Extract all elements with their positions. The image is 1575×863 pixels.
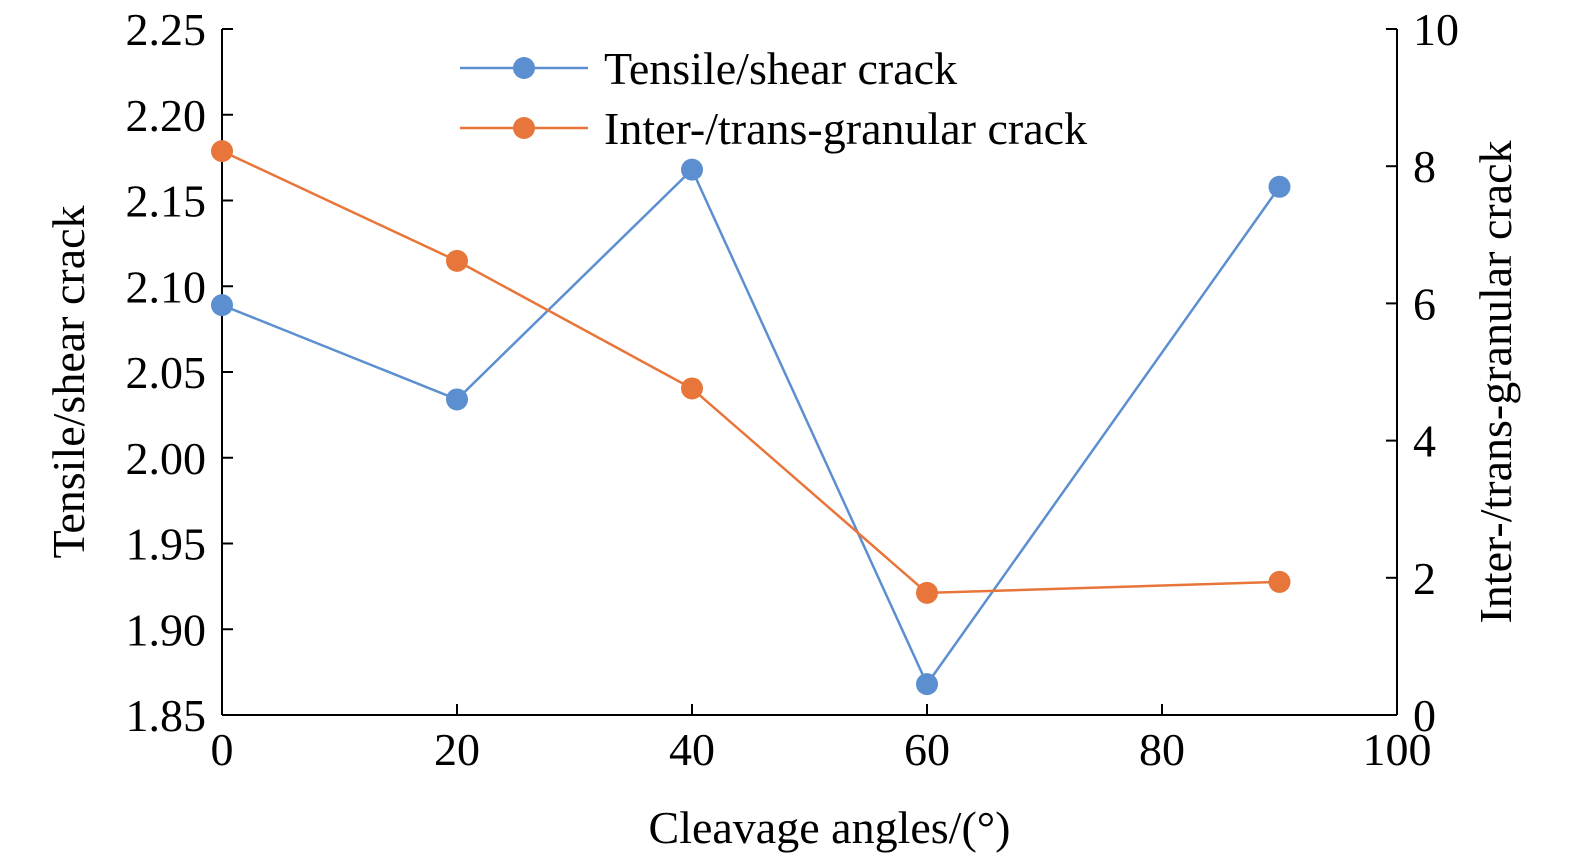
data-point-inter-trans-granular xyxy=(211,140,233,163)
data-point-inter-trans-granular xyxy=(446,249,468,272)
y-right-tick-label: 2 xyxy=(1413,553,1436,604)
y-left-tick-label: 2.00 xyxy=(126,433,207,484)
y-left-tick-label: 2.15 xyxy=(126,176,207,227)
legend-label-tensile-shear: Tensile/shear crack xyxy=(604,43,957,94)
series-group xyxy=(211,140,1291,696)
x-tick-label: 0 xyxy=(211,724,234,775)
legend-marker-inter-trans-granular xyxy=(513,117,535,139)
series-line-inter-trans-granular xyxy=(221,149,1280,595)
x-tick-label: 80 xyxy=(1139,724,1185,775)
y-left-tick-label: 1.95 xyxy=(126,519,207,570)
y-left-tick-label: 2.05 xyxy=(126,347,207,398)
y-right-tick-label: 8 xyxy=(1413,141,1436,192)
data-point-inter-trans-granular xyxy=(1268,570,1291,593)
y-left-tick-label: 2.25 xyxy=(126,4,207,55)
y-right-tick-label: 0 xyxy=(1413,690,1436,741)
data-point-tensile-shear xyxy=(681,158,703,181)
data-point-tensile-shear xyxy=(1268,175,1291,198)
data-point-tensile-shear xyxy=(916,673,938,696)
y-right-tick-label: 4 xyxy=(1413,416,1436,467)
y-left-tick-label: 2.10 xyxy=(126,261,207,312)
axes-group: 0 20 40 60 80 1001.851.901.952.002.052.102.15… xyxy=(126,4,1460,775)
x-tick-label: 20 xyxy=(434,724,480,775)
y-left-tick-label: 1.90 xyxy=(126,604,207,655)
data-point-tensile-shear xyxy=(446,388,468,411)
y-right-tick-label: 10 xyxy=(1413,4,1459,55)
x-tick-label: 100 xyxy=(1363,724,1432,775)
x-tick-label: 60 xyxy=(904,724,950,775)
legend-marker-tensile-shear xyxy=(513,57,535,79)
y-left-tick-label: 1.85 xyxy=(126,690,207,741)
data-point-tensile-shear xyxy=(211,294,233,317)
legend: Tensile/shear crack Inter-/trans-granula… xyxy=(460,43,1087,154)
x-axis-title: Cleavage angles/(°) xyxy=(649,802,1011,853)
y-left-tick-label: 2.20 xyxy=(126,90,207,141)
series-line-tensile-shear xyxy=(221,167,1281,687)
data-point-inter-trans-granular xyxy=(916,581,938,604)
legend-label-inter-trans-granular: Inter-/trans-granular crack xyxy=(604,103,1087,154)
x-tick-label: 40 xyxy=(669,724,715,775)
y-left-axis-title: Tensile/shear crack xyxy=(43,205,94,558)
data-point-inter-trans-granular xyxy=(681,377,703,400)
y-right-axis-title: Inter-/trans-granular crack xyxy=(1470,140,1521,623)
y-right-tick-label: 6 xyxy=(1413,278,1436,329)
